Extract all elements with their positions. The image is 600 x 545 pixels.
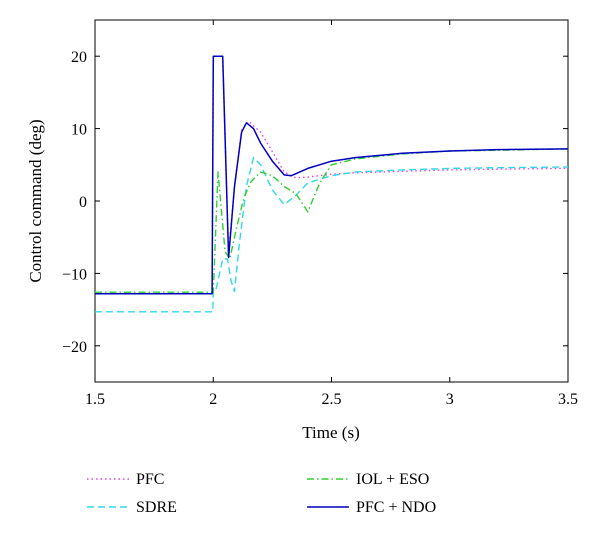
x-tick-label: 3.5 — [558, 391, 578, 408]
plot-area-frame — [94, 19, 569, 383]
series-group — [95, 55, 569, 313]
y-tick-label: −20 — [62, 339, 87, 356]
legend-label-iol-eso: IOL + ESO — [356, 471, 429, 488]
series-line-pfc-ndo — [95, 55, 569, 295]
series-line-sdre — [95, 156, 569, 313]
x-tick-label: 1.5 — [85, 391, 105, 408]
legend-label-sdre: SDRE — [136, 499, 177, 516]
legend: PFC SDRE IOL + ESO PFC + NDO — [87, 471, 436, 516]
x-tick-label: 2.5 — [322, 391, 342, 408]
x-tick-label: 2 — [209, 391, 217, 408]
y-tick-label: 20 — [71, 49, 87, 66]
y-axis-label: Control command (deg) — [26, 119, 45, 282]
legend-label-pfc: PFC — [136, 471, 164, 488]
x-tick-label: 3 — [446, 391, 454, 408]
y-tick-label: 10 — [71, 122, 87, 139]
series-line-iol-eso — [95, 148, 569, 293]
y-tick-label: 0 — [79, 194, 87, 211]
axis-ticks: 1.5 2 2.5 3 3.5 −20 −10 0 10 20 — [62, 20, 578, 408]
y-tick-label: −10 — [62, 266, 87, 283]
legend-label-pfc-ndo: PFC + NDO — [356, 499, 436, 516]
x-axis-label: Time (s) — [302, 423, 359, 442]
